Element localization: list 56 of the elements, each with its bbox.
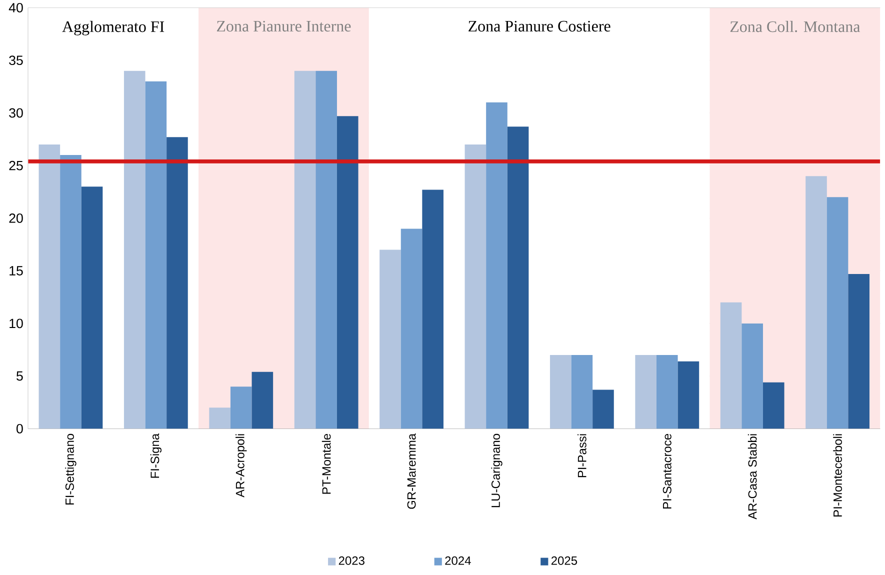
y-tick-label: 40 xyxy=(8,2,23,12)
bar xyxy=(400,228,422,429)
bar xyxy=(464,144,486,429)
bar xyxy=(592,390,614,429)
bar xyxy=(294,70,316,429)
bar xyxy=(209,408,230,429)
bar xyxy=(486,102,508,429)
legend-label: 2023 xyxy=(338,556,364,565)
bar xyxy=(678,361,700,429)
band-label: Zona Coll. Montana xyxy=(730,20,860,32)
bar xyxy=(38,144,60,429)
y-tick-label: 35 xyxy=(9,56,23,66)
bar xyxy=(336,116,358,429)
bar xyxy=(806,176,827,429)
bar xyxy=(316,70,337,429)
bar xyxy=(230,386,252,429)
bar xyxy=(507,126,529,429)
bar xyxy=(848,274,870,429)
x-tick-label: AR-Acropoli xyxy=(236,434,247,498)
x-tick-label: PI-Montecerboli xyxy=(833,434,842,516)
y-tick-label: 0 xyxy=(16,424,23,434)
bar xyxy=(422,190,444,429)
x-tick-label: PI-Passi xyxy=(578,434,586,478)
y-tick-label: 10 xyxy=(10,318,23,328)
legend-label: 2025 xyxy=(551,556,578,565)
x-tick-label: FI-Signa xyxy=(150,433,162,478)
bar xyxy=(81,186,103,429)
x-tick-label: GR-Maremma xyxy=(407,433,416,509)
x-tick-label: AR-Casa Stabbi xyxy=(748,434,757,520)
y-tick-label: 15 xyxy=(10,266,23,276)
bar xyxy=(252,372,274,429)
bar xyxy=(380,250,401,429)
bar xyxy=(60,155,82,429)
bar xyxy=(124,70,146,429)
x-tick-label: LU-Carignano xyxy=(491,434,502,508)
x-tick-label: PT-Montale xyxy=(322,434,331,494)
bar xyxy=(742,323,763,429)
x-tick-label: FI-Settignano xyxy=(65,434,76,504)
legend-label: 2024 xyxy=(445,556,471,565)
bar xyxy=(720,302,742,429)
y-tick-label: 20 xyxy=(9,213,23,223)
x-tick-label: PI-Santacroce xyxy=(662,434,672,508)
band-label: Zona Pianure Interne xyxy=(216,20,351,32)
band-label: Agglomerato FI xyxy=(62,20,164,36)
band-label: Zona Pianure Costiere xyxy=(468,20,610,32)
bar xyxy=(826,197,848,429)
bar xyxy=(571,355,593,429)
bar xyxy=(656,355,678,429)
y-tick-label: 5 xyxy=(16,371,23,381)
bar xyxy=(166,137,188,429)
bar xyxy=(550,355,572,429)
bar xyxy=(635,355,656,429)
bar xyxy=(145,81,167,429)
y-tick-label: 25 xyxy=(9,160,23,170)
y-tick-label: 30 xyxy=(9,108,23,118)
bar xyxy=(762,382,784,429)
